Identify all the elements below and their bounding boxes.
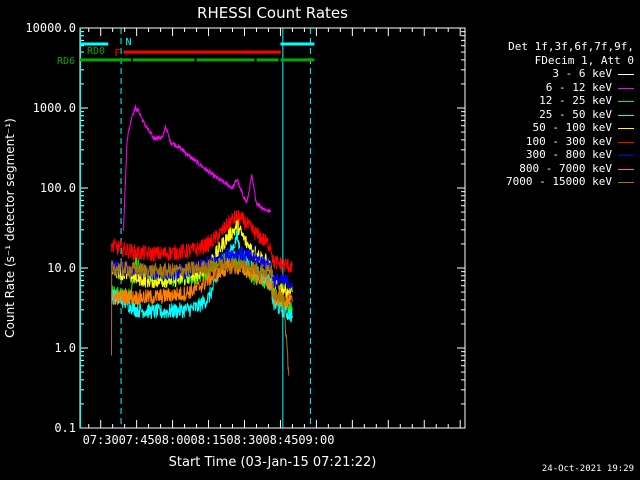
legend-entry-label: 25 - 50 keV <box>539 107 612 121</box>
legend-entry-label: 3 - 6 keV <box>552 67 612 80</box>
legend-entry-swatch <box>618 114 634 116</box>
y-tick-label: 1.0 <box>54 341 76 355</box>
series-line-2 <box>123 103 272 231</box>
state-bar-label: RD6 <box>57 56 75 67</box>
x-tick-label: 07:30 <box>83 433 119 447</box>
legend-entry-label: 300 - 800 keV <box>525 148 612 161</box>
y-tick-label: 0.1 <box>54 421 76 435</box>
legend-entry-swatch <box>618 182 634 183</box>
legend-entry: 300 - 800 keV <box>486 148 634 162</box>
x-tick-label: 07:45 <box>119 433 155 447</box>
legend-header-line-2: FDecim 1, Att 0 <box>534 53 634 67</box>
x-tick-label: 08:15 <box>190 433 226 447</box>
generation-timestamp: 24-Oct-2021 19:29 <box>541 464 634 474</box>
legend-entry-label: 50 - 100 keV <box>532 121 612 134</box>
y-tick-label: 10.0 <box>47 261 76 275</box>
legend-entry-swatch <box>618 155 634 156</box>
legend-entry: 3 - 6 keV <box>486 67 634 81</box>
chart-title: RHESSI Count Rates <box>197 4 348 22</box>
legend-entry-label: 6 - 12 keV <box>545 80 612 94</box>
x-tick-label: 08:45 <box>262 433 298 447</box>
legend-entry: 25 - 50 keV <box>486 108 634 122</box>
y-tick-label: 10000.0 <box>25 21 76 35</box>
series-line-1 <box>123 124 272 240</box>
state-bar-label: F <box>114 48 120 59</box>
x-tick-label: 08:30 <box>226 433 262 447</box>
x-tick-label: 08:00 <box>155 433 191 447</box>
state-bar-label: N <box>125 37 131 48</box>
legend-entry-label: 12 - 25 keV <box>539 94 612 107</box>
legend-entry-swatch <box>618 101 634 102</box>
legend-header-line-1: Det 1f,3f,6f,7f,9f, <box>508 40 634 53</box>
series-line-6 <box>111 209 293 273</box>
plot-frame <box>79 27 466 429</box>
legend-entry-swatch <box>618 74 634 75</box>
legend-entry: 6 - 12 keV <box>486 81 634 95</box>
legend-entry-swatch <box>618 168 634 170</box>
legend-entry: 50 - 100 keV <box>486 121 634 135</box>
y-axis-label: Count Rate (s⁻¹ detector segment⁻¹) <box>3 118 17 338</box>
legend-entry-label: 100 - 300 keV <box>525 134 612 148</box>
legend-entry-swatch <box>618 141 634 143</box>
legend: Det 1f,3f,6f,7f,9f, FDecim 1, Att 0 3 - … <box>486 40 634 189</box>
state-bar-label: RD0 <box>87 46 105 57</box>
y-tick-label: 100.0 <box>40 181 76 195</box>
y-tick-label: 1000.0 <box>33 101 76 115</box>
series-line-8 <box>111 259 293 309</box>
legend-entry-swatch <box>618 128 634 129</box>
legend-entry: 12 - 25 keV <box>486 94 634 108</box>
x-axis-label: Start Time (03-Jan-15 07:21:22) <box>169 455 377 470</box>
series-line-9 <box>111 256 290 376</box>
legend-entry: 100 - 300 keV <box>486 135 634 149</box>
legend-entry: 7000 - 15000 keV <box>486 175 634 189</box>
legend-entry-label: 7000 - 15000 keV <box>506 175 612 188</box>
legend-entry-label: 800 - 7000 keV <box>519 161 612 175</box>
x-tick-label: 09:00 <box>298 433 334 447</box>
legend-entry-swatch <box>618 87 634 89</box>
legend-entry: 800 - 7000 keV <box>486 162 634 176</box>
